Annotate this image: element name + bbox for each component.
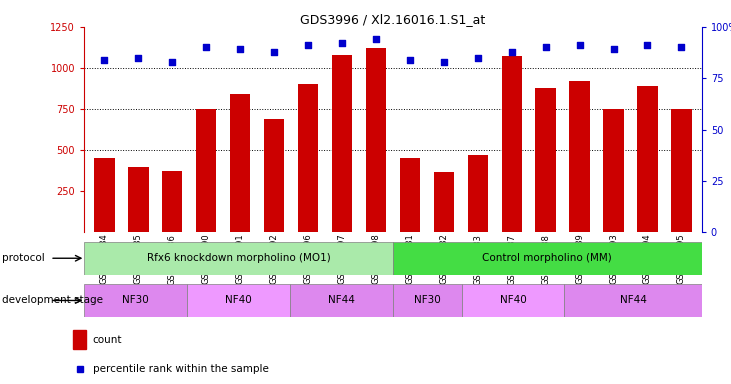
Bar — [569, 81, 590, 232]
Point — [607, 46, 619, 53]
Point — [167, 59, 178, 65]
Text: NF40: NF40 — [225, 295, 252, 306]
Point — [574, 42, 586, 48]
Bar — [84, 242, 393, 275]
Bar — [128, 167, 148, 232]
Text: NF44: NF44 — [620, 295, 646, 306]
Point — [404, 57, 416, 63]
Bar — [94, 158, 115, 232]
Bar — [433, 172, 454, 232]
Bar — [393, 284, 461, 317]
Point — [235, 46, 246, 53]
Bar — [468, 155, 488, 232]
Bar — [298, 84, 318, 232]
Text: percentile rank within the sample: percentile rank within the sample — [93, 364, 269, 374]
Bar — [393, 242, 702, 275]
Point — [506, 48, 518, 55]
Bar — [290, 284, 393, 317]
Point — [200, 44, 212, 50]
Point — [268, 48, 280, 55]
Bar — [501, 56, 522, 232]
Bar — [162, 170, 183, 232]
Point — [539, 44, 551, 50]
Point — [675, 44, 687, 50]
Text: protocol: protocol — [2, 253, 45, 263]
Point — [370, 36, 382, 42]
Bar — [73, 330, 86, 349]
Point — [438, 59, 450, 65]
Text: NF40: NF40 — [500, 295, 526, 306]
Bar — [400, 158, 420, 232]
Bar — [535, 88, 556, 232]
Bar — [637, 86, 658, 232]
Text: development stage: development stage — [2, 295, 103, 305]
Bar — [564, 284, 702, 317]
Bar — [230, 94, 250, 232]
Text: Control morpholino (MM): Control morpholino (MM) — [482, 253, 612, 263]
Text: NF30: NF30 — [122, 295, 149, 306]
Point — [642, 42, 654, 48]
Point — [132, 55, 144, 61]
Point — [472, 55, 484, 61]
Bar — [332, 55, 352, 232]
Bar — [366, 48, 386, 232]
Bar — [671, 109, 692, 232]
Bar — [84, 284, 187, 317]
Point — [336, 40, 348, 46]
Title: GDS3996 / Xl2.16016.1.S1_at: GDS3996 / Xl2.16016.1.S1_at — [300, 13, 485, 26]
Text: NF30: NF30 — [414, 295, 441, 306]
Bar — [196, 109, 216, 232]
Bar — [603, 109, 624, 232]
Text: count: count — [93, 335, 122, 345]
Bar — [461, 284, 564, 317]
Text: NF44: NF44 — [328, 295, 355, 306]
Bar — [187, 284, 290, 317]
Bar — [264, 119, 284, 232]
Point — [302, 42, 314, 48]
Point — [99, 57, 110, 63]
Text: Rfx6 knockdown morpholino (MO1): Rfx6 knockdown morpholino (MO1) — [147, 253, 330, 263]
